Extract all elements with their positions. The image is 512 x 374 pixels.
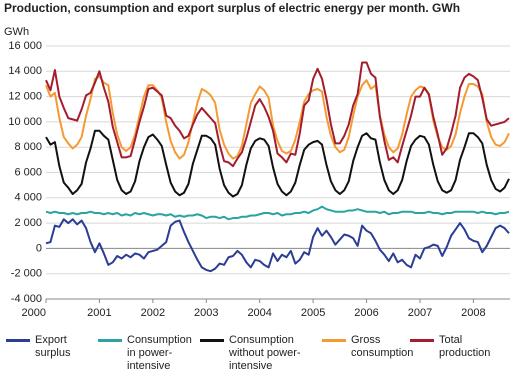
series-line: [45, 218, 510, 273]
x-tick-label: 2003: [194, 307, 218, 319]
legend-label: Gross consumption: [351, 334, 414, 359]
y-tick-label: 8 000: [14, 141, 42, 153]
legend-label: Consumption in power-intensive manufactu…: [127, 334, 197, 374]
series-line: [45, 205, 510, 221]
legend-item: Consumption without power-intensive manu…: [200, 334, 318, 374]
y-tick-label: -4 000: [11, 293, 42, 305]
y-tick-label: 16 000: [8, 40, 42, 52]
x-tick-label: 2001: [87, 307, 111, 319]
series-line: [45, 61, 510, 168]
y-tick-label: 12 000: [8, 91, 42, 103]
legend-swatch: [322, 339, 346, 342]
y-tick-label: 2 000: [14, 217, 42, 229]
y-tick-label: 14 000: [8, 65, 42, 77]
series-line: [45, 129, 510, 198]
legend-item: Export surplus: [6, 334, 86, 360]
y-tick-label: 10 000: [8, 116, 42, 128]
chart-title: Production, consumption and export surpl…: [4, 1, 460, 15]
legend-item: Gross consumption: [322, 334, 414, 360]
legend-swatch: [410, 339, 434, 342]
legend-item: Consumption in power-intensive manufactu…: [98, 334, 198, 374]
legend-label: Export surplus: [35, 334, 71, 359]
y-tick-label: 0: [36, 242, 42, 254]
legend-swatch: [6, 339, 30, 342]
x-tick-label: 2006: [354, 307, 378, 319]
y-tick-label: 6 000: [14, 166, 42, 178]
x-tick-label: 2000: [22, 307, 46, 319]
x-tick-label: 2002: [141, 307, 165, 319]
legend-label: Consumption without power-intensive manu…: [229, 334, 301, 374]
chart: Production, consumption and export surpl…: [4, 1, 510, 319]
y-tick-label: -2 000: [11, 268, 42, 280]
y-tick-label: 4 000: [14, 192, 42, 204]
legend-item: Total production: [410, 334, 500, 360]
x-tick-label: 2005: [301, 307, 325, 319]
legend-label: Total production: [439, 334, 491, 359]
x-tick-label: 2007: [408, 307, 432, 319]
x-tick-label: 2008: [461, 307, 485, 319]
legend-swatch: [98, 339, 122, 342]
legend-swatch: [200, 339, 224, 342]
y-axis-label: GWh: [4, 26, 29, 38]
x-tick-label: 2004: [247, 307, 271, 319]
